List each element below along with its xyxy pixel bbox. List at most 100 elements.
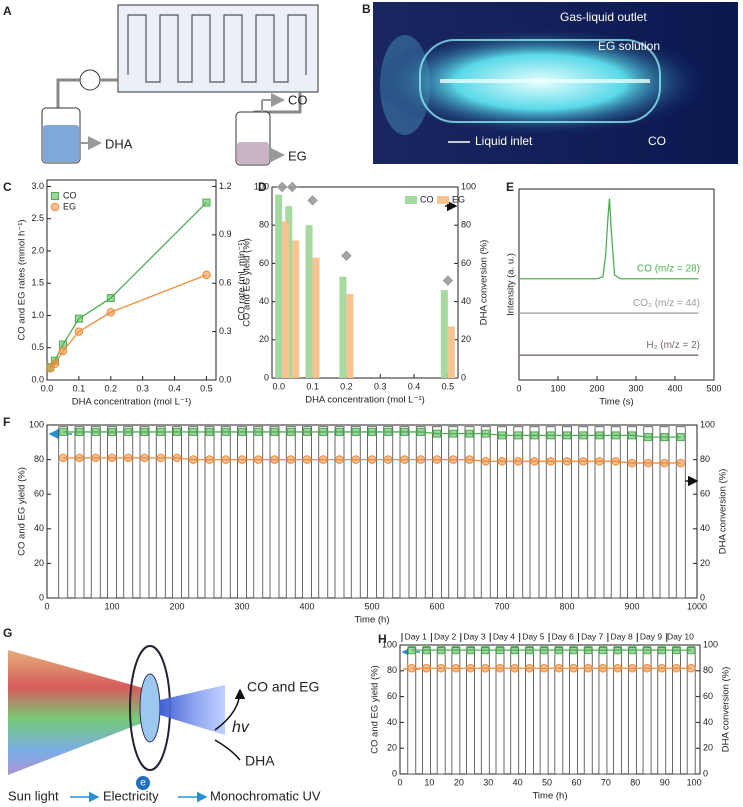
y-tick-label: 0 <box>264 372 269 382</box>
bar <box>312 257 320 378</box>
y2-tick-label: 80 <box>700 454 710 464</box>
x-axis-label: Time (s) <box>599 397 633 408</box>
marker <box>302 455 312 464</box>
bar <box>448 426 459 599</box>
x-tick-label: 0.3 <box>374 381 387 391</box>
bar <box>172 426 182 599</box>
marker <box>660 458 669 468</box>
y2-tick-label: 0 <box>703 768 708 778</box>
marker <box>451 646 460 655</box>
bar <box>204 426 215 599</box>
marker <box>253 455 263 464</box>
plot-frame <box>46 179 217 381</box>
bar <box>346 293 354 378</box>
x-tick-label: 600 <box>429 601 444 611</box>
x-tick-label: 0.5 <box>442 381 455 391</box>
y-tick-label: 100 <box>254 181 269 191</box>
marker <box>514 431 523 440</box>
plot-frame <box>518 188 715 381</box>
marker <box>465 429 474 438</box>
bar <box>399 426 410 599</box>
marker <box>676 433 685 442</box>
day-label: Day 10 <box>667 631 694 641</box>
bar <box>302 426 312 599</box>
marker <box>221 427 230 436</box>
marker <box>497 457 507 466</box>
ring <box>139 673 161 743</box>
arrow <box>214 739 241 761</box>
tube <box>419 39 661 123</box>
x-tick-label: 0.4 <box>408 381 421 391</box>
bar <box>237 426 247 599</box>
marker <box>307 195 318 206</box>
x-axis-label: DHA concentration (mol L⁻¹) <box>305 395 425 406</box>
marker <box>124 427 133 436</box>
x-tick-label: 0.1 <box>306 381 319 391</box>
y2-tick-label: 60 <box>703 691 713 701</box>
marker <box>644 433 653 442</box>
bar <box>383 426 394 599</box>
marker <box>400 427 409 436</box>
marker <box>238 427 246 436</box>
bar <box>334 426 345 599</box>
pump <box>79 69 101 91</box>
marker <box>368 427 376 436</box>
x-tick-label: 400 <box>299 601 314 611</box>
panel-label: E <box>506 180 514 194</box>
bar <box>562 426 572 599</box>
y2-tick-label: 20 <box>703 743 713 753</box>
marker <box>58 453 68 463</box>
bar <box>123 426 134 599</box>
marker <box>270 455 279 464</box>
label: hv <box>232 719 250 736</box>
marker <box>481 457 491 466</box>
panel-label: B <box>362 2 371 16</box>
marker <box>303 427 311 436</box>
marker <box>562 457 572 466</box>
bar <box>339 276 347 378</box>
x-tick-label: 700 <box>494 601 509 611</box>
marker <box>643 458 653 468</box>
bar <box>188 426 199 599</box>
y2-tick-label: 40 <box>703 717 713 727</box>
marker <box>91 427 100 436</box>
panel-label: A <box>3 4 12 18</box>
day-label: Day 3 <box>463 631 485 641</box>
serpentine <box>127 14 307 83</box>
day-label: Day 6 <box>552 631 574 641</box>
bar <box>285 426 296 599</box>
y-tick-label: 60 <box>34 489 44 499</box>
legend-swatch <box>437 196 449 204</box>
y-tick-label: 20 <box>387 743 397 753</box>
panel-b: B Gas-liquid outlet EG solution Liquid i… <box>362 2 738 164</box>
day-label: Day 2 <box>434 631 456 641</box>
marker <box>436 663 446 673</box>
marker <box>254 427 263 436</box>
legend-label: CO <box>420 194 434 204</box>
x-tick-label: 100 <box>687 777 702 787</box>
y-axis-label: CO and EG yield (%) <box>17 467 28 556</box>
marker <box>595 431 604 440</box>
marker <box>569 646 578 655</box>
x-tick-label: 800 <box>559 601 574 611</box>
marker <box>448 455 458 464</box>
x-tick-label: 200 <box>589 383 604 393</box>
bar <box>610 426 621 599</box>
marker <box>481 429 490 438</box>
x-tick-label: 300 <box>234 601 249 611</box>
bar <box>440 290 448 378</box>
y-axis-label: CO and EG yield (%) <box>242 238 253 327</box>
marker <box>59 427 68 436</box>
x-axis-label: DHA concentration (mol L⁻¹) <box>72 397 192 408</box>
marker <box>140 427 149 436</box>
marker <box>554 663 564 673</box>
marker <box>286 455 296 464</box>
x-tick-label: 200 <box>169 601 184 611</box>
marker <box>583 663 593 673</box>
x-tick-label: 500 <box>364 601 379 611</box>
x-tick-label: 900 <box>624 601 639 611</box>
bar <box>269 426 280 599</box>
marker <box>686 663 696 673</box>
x-tick-label: 0.2 <box>105 383 118 393</box>
marker <box>466 646 475 655</box>
